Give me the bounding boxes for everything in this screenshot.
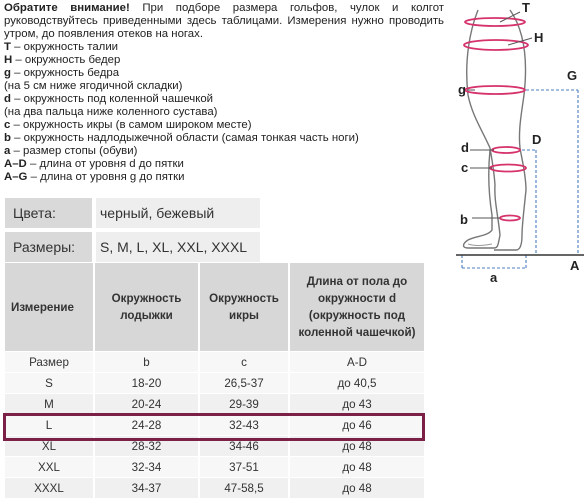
table-row: XXXL 34-37 47-58,5 до 48 [5,478,424,498]
product-attributes: Цвета: черный, бежевый Размеры: S, M, L,… [5,198,260,262]
leg-measurement-diagram: T H G g D d c b a A [448,0,586,290]
table-cell: A-D [289,352,424,373]
table-cell: XXXL [5,478,94,498]
sizes-label: Размеры: [5,230,94,262]
colors-value: черный, бежевый [94,198,260,230]
header-length: Длина от пола до окружности d (окружност… [289,263,424,352]
header-measurement: Измерение [5,263,94,352]
table-cell: XXL [5,457,94,478]
legend-item: c – окружность икры (в самом широком мес… [4,119,444,132]
table-cell: 18-20 [94,373,199,394]
circumference-bands [464,18,528,221]
table-cell: XL [5,436,94,457]
table-cell: 47-58,5 [199,478,289,498]
legend-item: T – окружность талии [4,41,444,54]
header-ankle: Окружность лодыжки [94,263,199,352]
legend-note: (на два пальца ниже коленного сустава) [4,106,444,119]
legend-item: A–D – длина от уровня d до пятки [4,158,444,171]
size-table-header: Измерение Окружность лодыжки Окружность … [5,263,424,352]
label-G: G [567,68,577,83]
table-row: Размер b c A-D [5,352,424,373]
length-guides [462,90,578,268]
label-a: a [490,270,498,285]
intro-section: Обратите внимание! При подборе размера г… [4,2,444,184]
table-cell: до 48 [289,457,424,478]
table-cell: до 48 [289,436,424,457]
table-cell: до 40,5 [289,373,424,394]
table-cell: b [94,352,199,373]
measurement-legend: T – окружность талии H – окружность беде… [4,41,444,184]
table-cell: M [5,394,94,415]
legend-note: (на 5 см ниже ягодичной складки) [4,80,444,93]
legend-item: H – окружность бедер [4,54,444,67]
label-b: b [460,212,468,227]
table-row: S 18-20 26,5-37 до 40,5 [5,373,424,394]
label-H: H [534,30,543,45]
leg-outline [464,10,527,250]
legend-item: a – размер стопы (обуви) [4,145,444,158]
table-cell: Размер [5,352,94,373]
colors-row: Цвета: черный, бежевый [5,198,260,230]
table-row: M 20-24 29-39 до 43 [5,394,424,415]
sizes-row: Размеры: S, M, L, XL, XXL, XXXL [5,230,260,262]
legend-item: d – окружность под коленной чашечкой [4,93,444,106]
table-cell: 29-39 [199,394,289,415]
table-cell: 24-28 [94,415,199,436]
table-row: XL 28-32 34-46 до 48 [5,436,424,457]
legend-item: b – окружность надлодыжечной области (са… [4,132,444,145]
table-row: XXL 32-34 37-51 до 48 [5,457,424,478]
colors-label: Цвета: [5,198,94,230]
label-g: g [458,82,466,97]
below-knee-band [492,147,520,153]
ankle-band [500,216,520,221]
label-D: D [532,132,541,147]
size-table: Измерение Окружность лодыжки Окружность … [5,263,424,498]
label-c: c [461,160,468,175]
table-cell: S [5,373,94,394]
table-row-highlighted: L 24-28 32-43 до 46 [5,415,424,436]
table-cell: 32-34 [94,457,199,478]
legend-item: g – окружность бедра [4,67,444,80]
label-A: A [570,258,580,273]
foot-detail [468,244,492,246]
table-cell: c [199,352,289,373]
table-cell: 26,5-37 [199,373,289,394]
table-cell: 28-32 [94,436,199,457]
table-cell: 37-51 [199,457,289,478]
warning-label: Обратите внимание! [4,2,130,14]
table-cell: 34-37 [94,478,199,498]
table-cell: L [5,415,94,436]
table-cell: до 46 [289,415,424,436]
table-cell: 34-46 [199,436,289,457]
table-cell: до 43 [289,394,424,415]
legend-item: A–G – длина от уровня g до пятки [4,171,444,184]
label-T: T [522,0,530,15]
label-d: d [461,140,469,155]
table-cell: 20-24 [94,394,199,415]
intro-paragraph: Обратите внимание! При подборе размера г… [4,2,444,41]
table-cell: до 48 [289,478,424,498]
calf-band [490,165,526,172]
header-calf: Окружность икры [199,263,289,352]
sizes-value: S, M, L, XL, XXL, XXXL [94,230,260,262]
table-cell: 32-43 [199,415,289,436]
